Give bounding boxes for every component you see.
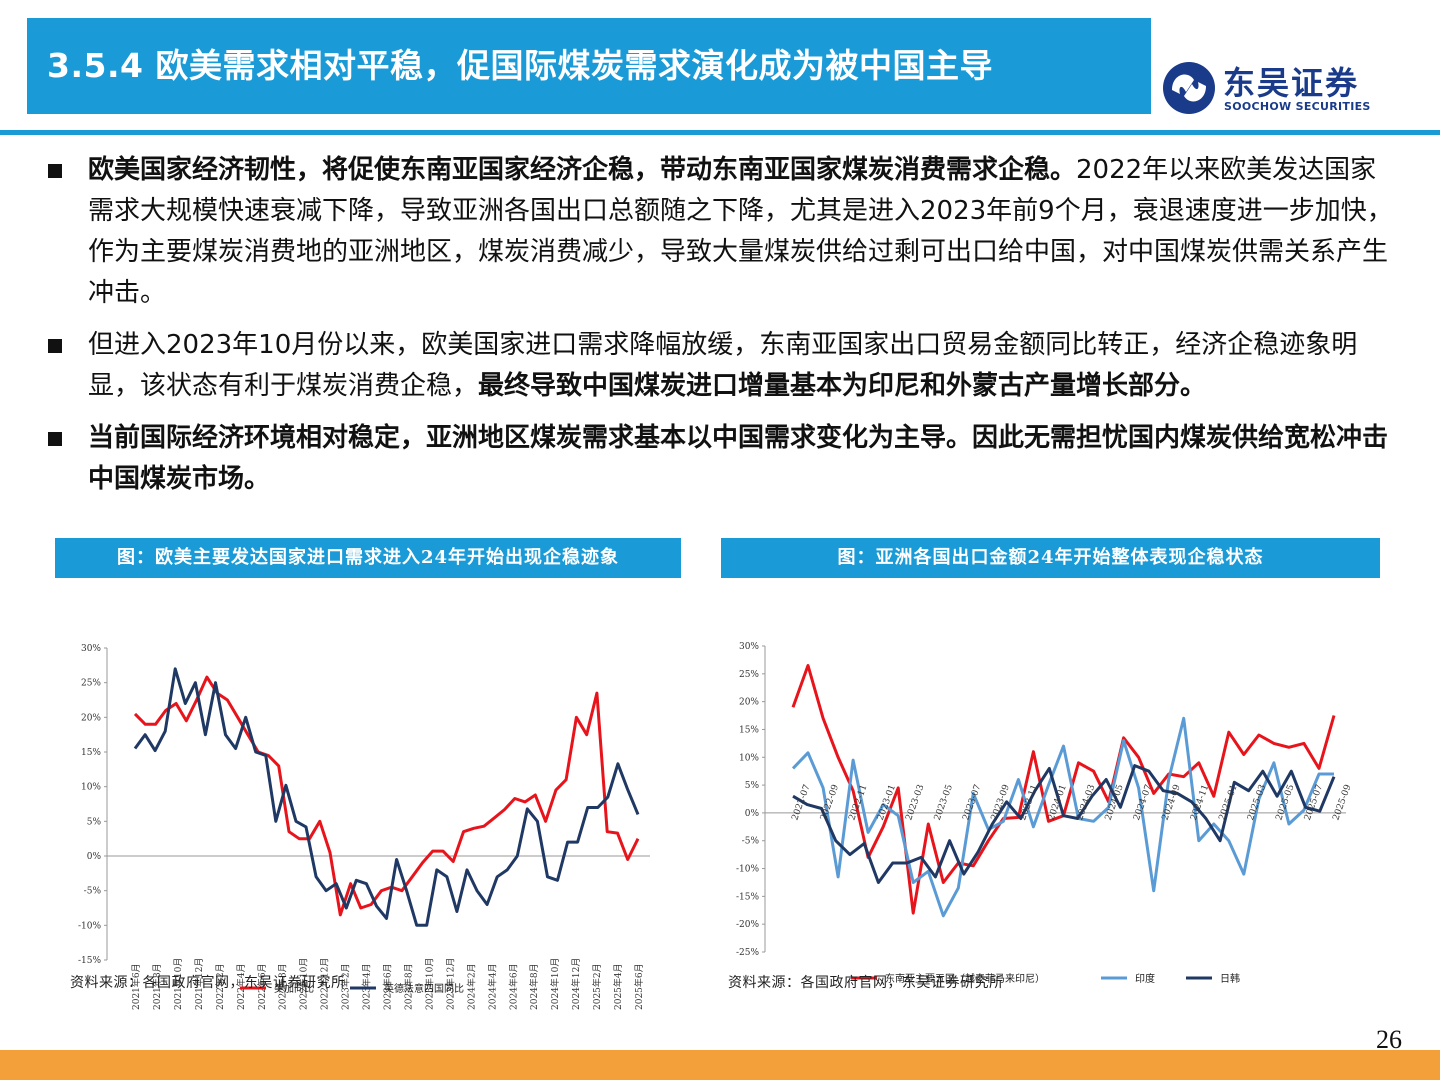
left-chart-source: 资料来源：各国政府官网，东吴证券研究所 (70, 975, 346, 991)
y-tick-label: -15% (736, 892, 759, 902)
logo-text-cn: 东吴证券 (1223, 64, 1360, 102)
right-chart-title: 图：亚洲各国出口金额24年开始整体表现企稳状态 (721, 538, 1380, 578)
left-chart-panel: 图：欧美主要发达国家进口需求进入24年开始出现企稳迹象 30% 25% 20% 15%… (55, 538, 681, 1014)
y-tick-label: -5% (84, 887, 102, 897)
x-tick-label: 2022年10月 (298, 958, 310, 1010)
y-tick-label: -10% (736, 865, 759, 875)
right-chart-source: 资料来源：各国政府官网，东吴证券研究所 (728, 975, 1004, 991)
bullet-item-3: 当前国际经济环境相对稳定，亚洲地区煤炭需求基本以中国需求变化为主导。因此无需担忧… (40, 418, 1400, 500)
y-tick-label: 15% (739, 725, 759, 735)
y-tick-label: -20% (736, 920, 759, 930)
x-tick-label: 2024年4月 (486, 963, 498, 1010)
x-tick-label: 2024-03 (1075, 783, 1097, 822)
right-chart-panel: 图：亚洲各国出口金额24年开始整体表现企稳状态 30% 25% 20% 15% 10% 5… (721, 538, 1380, 1002)
bullet-item-2: 但进入2023年10月份以来，欧美国家进口需求降幅放缓，东南亚国家出口贸易金额同… (40, 325, 1400, 407)
bullet-3-bold: 当前国际经济环境相对稳定，亚洲地区煤炭需求基本以中国需求变化为主导。因此无需担忧… (88, 423, 1389, 494)
bullet-square-icon (48, 164, 62, 178)
x-tick-label: 2024年2月 (465, 963, 477, 1010)
y-tick-label: 20% (81, 713, 101, 723)
logo-text-en: SOOCHOW SECURITIES (1224, 100, 1371, 113)
x-tick-label: 2023年12月 (444, 958, 456, 1010)
y-tick-label: 20% (739, 698, 759, 708)
header-divider (0, 130, 1440, 135)
y-tick-label: -15% (78, 956, 101, 966)
x-tick-label: 2023年6月 (382, 963, 394, 1010)
footer-bar (0, 1050, 1440, 1080)
x-tick-label: 2021年10月 (172, 958, 184, 1010)
x-tick-label: 2023年2月 (340, 963, 352, 1010)
legend-label: 美加同比 (274, 982, 314, 995)
x-tick-label: 2025-09 (1331, 783, 1353, 822)
x-tick-label: 2022年2月 (214, 963, 226, 1010)
bullet-1-text: 2022年以来欧美发达国家需求大规模快速衰减下降，导致亚洲各国出口总额随之下降，… (88, 155, 1393, 308)
x-tick-label: 2023年10月 (423, 958, 435, 1010)
left-chart: 30% 25% 20% 15% 10% 5% 0% -5% -10% -15% 2021年6月 202… (78, 644, 650, 1010)
bullet-list: 欧美国家经济韧性，将促使东南亚国家经济企稳，带动东南亚国家煤炭消费需求企稳。20… (40, 150, 1400, 511)
legend-label: 日韩 (1220, 972, 1240, 985)
x-tick-label: 2022年12月 (319, 958, 331, 1010)
x-tick-label: 2024年8月 (528, 963, 540, 1010)
x-tick-label: 2024年10月 (549, 958, 561, 1010)
page-number: 26 (1376, 1025, 1402, 1054)
y-tick-label: 30% (81, 644, 101, 654)
y-tick-label: 25% (739, 670, 759, 680)
logo-icon (1163, 62, 1215, 114)
x-tick-label: 2024年6月 (507, 963, 519, 1010)
x-tick-label: 2025年4月 (612, 963, 624, 1010)
y-tick-label: -10% (78, 921, 101, 931)
y-tick-label: -25% (736, 948, 759, 958)
x-tick-label: 2023-03 (904, 783, 926, 822)
y-tick-label: 30% (739, 642, 759, 652)
series-line-2 (133, 667, 640, 927)
x-tick-label: 2021年12月 (193, 958, 205, 1010)
series-line-2 (791, 716, 1334, 918)
bullet-square-icon (48, 339, 62, 353)
x-tick-label: 2023年8月 (402, 963, 414, 1010)
y-tick-label: 0% (745, 809, 760, 819)
series-line-3 (792, 764, 1336, 884)
x-tick-label: 2023-07 (961, 783, 983, 822)
bullet-square-icon (48, 432, 62, 446)
x-tick-label: 2022-07 (790, 783, 812, 822)
x-tick-label: 2023-01 (876, 783, 898, 822)
y-tick-label: 15% (81, 748, 101, 758)
y-tick-label: 5% (87, 817, 102, 827)
x-tick-label: 2024-07 (1132, 783, 1154, 822)
x-tick-label: 2021年8月 (151, 963, 163, 1010)
y-tick-label: -5% (742, 837, 760, 847)
y-tick-label: 10% (739, 753, 759, 763)
x-tick-label: 2025年2月 (591, 963, 603, 1010)
page-title: 3.5.4 欧美需求相对平稳，促国际煤炭需求演化成为被中国主导 (47, 46, 993, 85)
y-tick-label: 10% (81, 783, 101, 793)
bullet-2-text: 但进入2023年10月份以来，欧美国家进口需求降幅放缓，东南亚国家出口贸易金额同… (88, 330, 1358, 401)
x-tick-label: 2025-05 (1274, 783, 1296, 822)
x-tick-label: 2022年8月 (277, 963, 289, 1010)
bullet-item-1: 欧美国家经济韧性，将促使东南亚国家经济企稳，带动东南亚国家煤炭消费需求企稳。20… (40, 150, 1400, 314)
bullet-2-tail: 最终导致中国煤炭进口增量基本为印尼和外蒙古产量增长部分。 (478, 371, 1207, 401)
legend-label: 东南亚主要五国（越泰菲马来印尼） (885, 972, 1045, 985)
left-chart-title: 图：欧美主要发达国家进口需求进入24年开始出现企稳迹象 (55, 538, 681, 578)
y-tick-label: 25% (81, 679, 101, 689)
legend-label: 印度 (1135, 972, 1155, 985)
x-tick-label: 2025年6月 (633, 963, 645, 1010)
x-tick-label: 2023-05 (933, 783, 955, 822)
x-tick-label: 2021年6月 (130, 963, 142, 1010)
bullet-1-bold: 欧美国家经济韧性，将促使东南亚国家经济企稳，带动东南亚国家煤炭消费需求企稳。 (88, 155, 1077, 185)
y-tick-label: 0% (87, 852, 102, 862)
title-bar: 3.5.4 欧美需求相对平稳，促国际煤炭需求演化成为被中国主导 (27, 18, 1151, 114)
company-logo: 东吴证券 SOOCHOW SECURITIES (1160, 58, 1390, 118)
x-tick-label: 2025-01 (1218, 783, 1240, 822)
x-tick-label: 2024-09 (1161, 783, 1183, 822)
x-tick-label: 2024年12月 (570, 958, 582, 1010)
right-chart: 30% 25% 20% 15% 10% 5% 0% -5% -10% -15% -20% -25% 20… (736, 642, 1354, 985)
y-tick-label: 5% (745, 781, 760, 791)
legend-label: 英德法意四国同比 (384, 982, 464, 995)
